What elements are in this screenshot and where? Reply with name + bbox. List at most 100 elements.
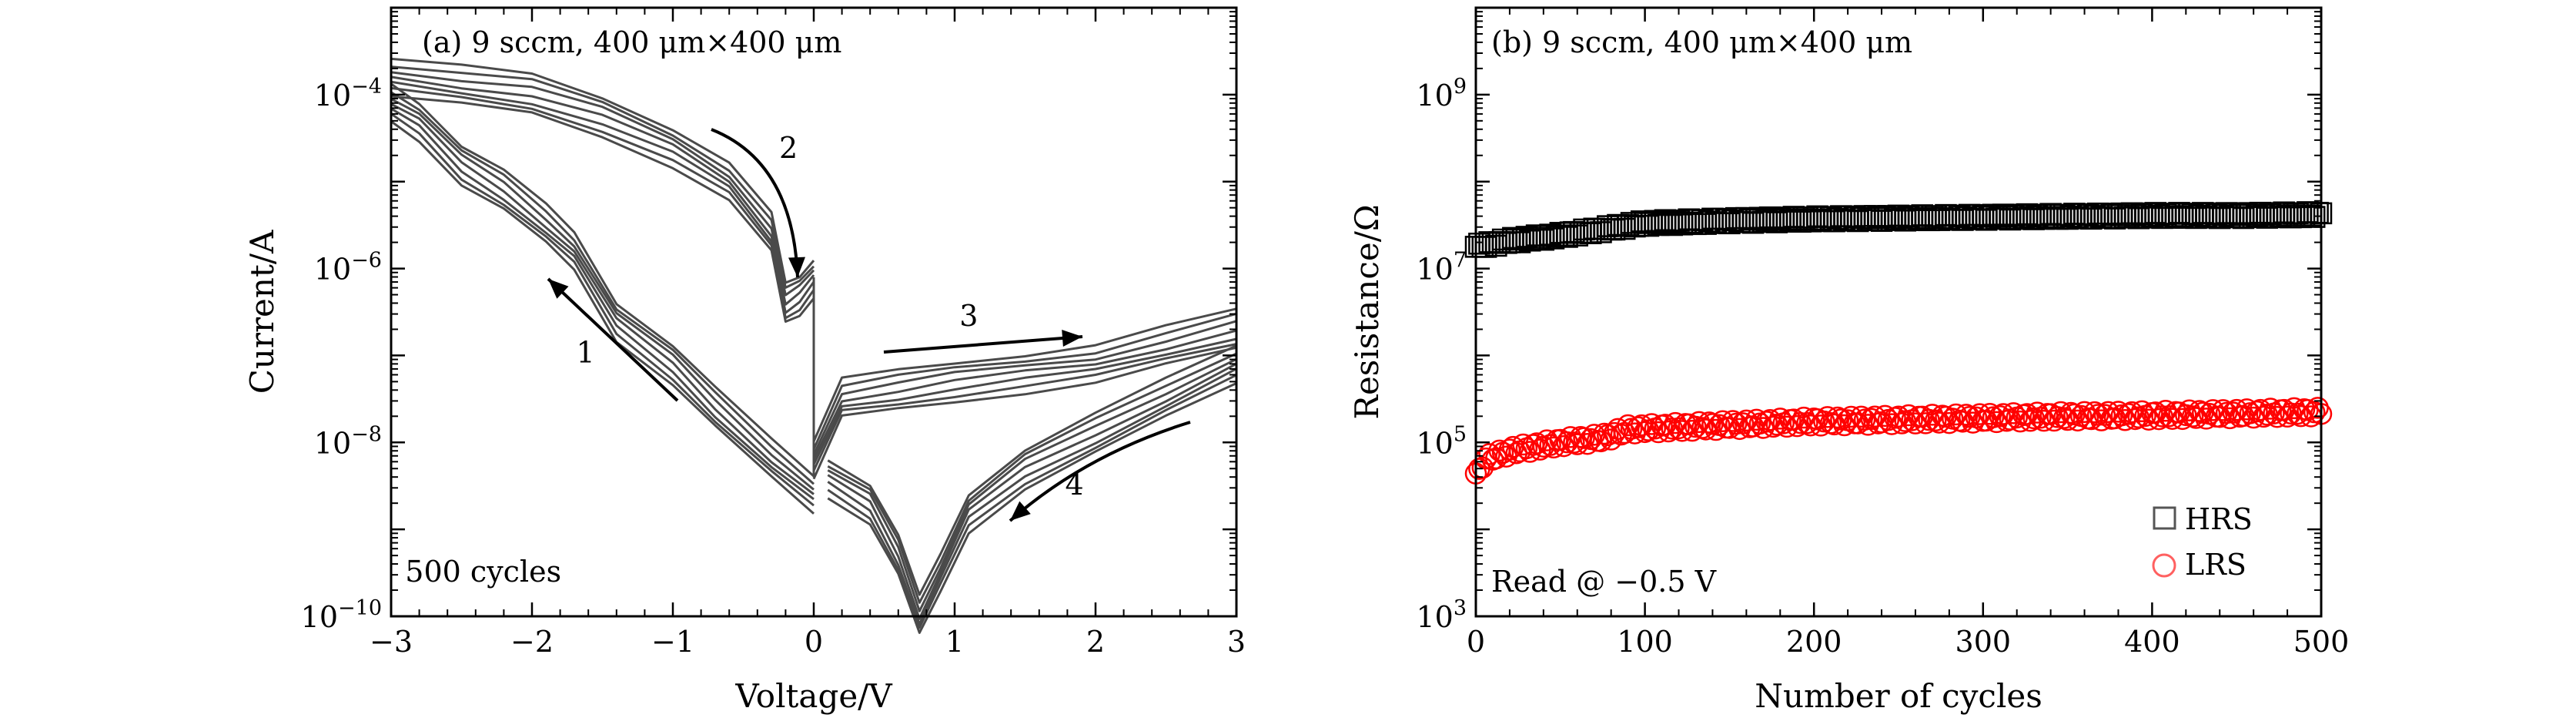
lrs-point [1986,411,2008,434]
a-arrow-2-head [788,257,805,277]
lrs-point [1755,411,1778,433]
lrs-point [1982,406,2005,428]
legend-hrs-marker [2153,506,2176,530]
a-arrow-4-head [1010,501,1031,521]
lrs-point [1725,412,1748,435]
lrs-point [1624,422,1646,445]
a-series-2-trace-1 [390,95,815,323]
legend-hrs-label: HRS [2185,502,2253,536]
a-series-3-trace-5 [812,320,1237,456]
a-y-tick-label: 10−10 [301,596,382,634]
a-ticks [390,6,1238,618]
lrs-point [2117,403,2139,425]
a-series-3-trace-3 [812,337,1237,465]
a-arrow-1-head [548,279,569,299]
lrs-point [2158,404,2180,428]
lrs-point [2110,404,2133,427]
legend-lrs-marker [2152,553,2176,578]
b-x-tick-label: 200 [1786,625,1842,659]
a-arrows [547,128,1191,522]
a-x-tick-label: 2 [1086,625,1105,659]
a-arrow-3-shaft [883,335,1083,354]
lrs-point [1826,406,1849,429]
b-x-tick-label: 300 [1955,625,2012,659]
a-y-tick-label: 10−4 [314,75,382,112]
a-sweep-label-3: 3 [959,299,978,333]
a-x-tick-label: −2 [510,625,554,659]
lrs-point [1796,411,1818,434]
a-series-2-trace-5 [390,71,815,297]
lrs-point [1860,408,1883,431]
a-x-tick-label: 3 [1227,625,1246,659]
b-points [1464,201,2333,485]
a-series-4-trace-7 [827,344,1237,596]
lrs-point [1573,427,1595,449]
a-series-3-trace-2 [812,343,1237,471]
a-series-1-trace-4 [390,102,815,495]
b-x-tick-label: 400 [2124,625,2180,659]
a-arrow-1-shaft [547,277,679,402]
b-y-axis-label: Resistance/Ω [1348,204,1386,419]
a-arrow-2-shaft [711,128,799,278]
a-y-tick-label: 10−8 [314,422,382,460]
panel-b-resistance-cycles: 0 100 200 300 400 500 103 105 107 109 (b) 9 sccm,… [1348,6,2349,715]
a-series-2-trace-4 [390,75,815,306]
a-series-2-trace-6 [390,65,815,289]
a-series-1-trace-6 [390,91,815,485]
b-x-tick-label: 500 [2293,625,2350,659]
b-legend: HRS LRS [2152,502,2253,582]
lrs-point [1925,409,1947,432]
a-cycles-label: 500 cycles [405,555,561,589]
lrs-point [2114,408,2136,431]
lrs-point [1728,418,1751,441]
a-x-tick-label: 1 [945,625,964,659]
a-series-1-trace-2 [390,112,815,507]
b-y-tick-label: 105 [1416,422,1467,460]
a-x-axis-label: Voltage/V [734,677,892,715]
a-series-3-trace-1 [812,346,1237,480]
b-x-tick-label: 0 [1467,625,1485,659]
b-y-tick-label: 107 [1416,249,1467,287]
b-tick-labels: 0 100 200 300 400 500 103 105 107 109 [1416,75,2349,659]
lrs-point [1989,405,2012,428]
a-series-3-trace-6 [812,312,1237,450]
a-series-1-trace-7 [390,82,815,478]
a-sweep-label-2: 2 [779,131,798,165]
a-series-3-trace-4 [812,329,1237,461]
a-series-4-trace-5 [827,357,1237,612]
a-series-4-trace-6 [827,352,1237,604]
a-series-2-trace-7 [390,57,815,284]
a-y-axis-label: Current/A [243,230,281,394]
a-y-tick-label: 10−6 [314,249,382,287]
lrs-point [1539,434,1561,456]
a-series-3-trace-7 [812,307,1237,442]
lrs-point [2188,400,2211,422]
b-panel-label: (b) 9 sccm, 400 μm×400 μm [1491,25,1912,59]
a-curves [390,57,1237,634]
a-panel-label: (a) 9 sccm, 400 μm×400 μm [422,25,841,59]
lrs-point [2219,407,2241,430]
a-series-4-trace-3 [827,367,1237,626]
lrs-point [1962,411,1984,434]
lrs-point [1698,411,1721,434]
a-x-tick-label: −1 [651,625,694,659]
a-x-tick-label: 0 [805,625,823,659]
b-x-axis-label: Number of cycles [1755,677,2042,715]
lrs-point [1668,417,1690,440]
a-sweep-label-1: 1 [576,335,594,369]
a-series-1-trace-3 [390,107,815,501]
lrs-point [1478,443,1500,465]
lrs-point [2090,409,2113,431]
a-x-tick-label: −3 [370,625,413,659]
lrs-point [1627,416,1650,438]
a-series-2-trace-2 [390,86,815,320]
a-series-4-trace-2 [827,374,1237,629]
a-arrow-3-head [1062,330,1082,347]
b-ticks [1474,6,2323,618]
a-series-1-trace-1 [390,120,815,515]
a-series-4-trace-4 [827,362,1237,620]
a-annotations: 1 2 3 4 500 cycles [405,131,1083,589]
b-y-tick-label: 109 [1416,75,1467,112]
lrs-point [2222,401,2245,424]
